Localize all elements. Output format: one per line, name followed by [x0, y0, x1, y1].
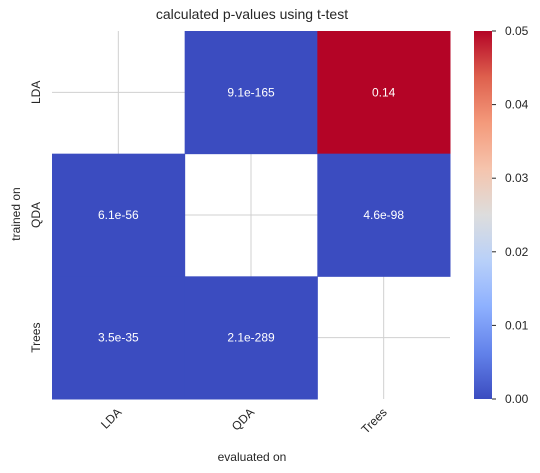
colorbar-tick-label: 0.01: [505, 318, 529, 332]
heatmap-cell: [184, 276, 318, 400]
x-tick-label: QDA: [229, 405, 257, 433]
colorbar-tick-label: 0.04: [505, 98, 529, 112]
x-axis-label: evaluated on: [218, 450, 287, 464]
colorbar-tick-label: 0.02: [505, 245, 529, 259]
heatmap-cell: [184, 31, 318, 155]
y-tick-label: Trees: [29, 323, 43, 353]
chart-title: calculated p-values using t-test: [156, 6, 348, 22]
y-axis-label: trained on: [9, 187, 23, 240]
y-tick-labels: LDA QDA Trees: [29, 81, 43, 353]
heatmap-cell: [52, 153, 186, 277]
cell-annotation: 4.6e-98: [363, 208, 404, 222]
colorbar: 0.00 0.01 0.02 0.03 0.04 0.05: [474, 24, 529, 406]
cell-annotation: 0.14: [372, 85, 396, 99]
cell-annotation: 3.5e-35: [98, 331, 139, 345]
x-tick-label: Trees: [359, 405, 390, 436]
colorbar-tick-label: 0.00: [505, 392, 529, 406]
colorbar-scale: [474, 31, 492, 399]
x-tick-labels: LDA QDA Trees: [98, 405, 390, 436]
colorbar-tick-label: 0.03: [505, 171, 529, 185]
cell-annotation: 6.1e-56: [98, 208, 139, 222]
heatmap-cell: [52, 276, 186, 400]
cell-annotation: 9.1e-165: [227, 85, 275, 99]
cell-annotation: 2.1e-289: [227, 331, 275, 345]
x-tick-label: LDA: [98, 405, 124, 431]
heatmap-cell: [317, 153, 451, 277]
y-tick-label: QDA: [29, 202, 43, 228]
cell-annotations: 9.1e-165 0.14 6.1e-56 4.6e-98 3.5e-35 2.1e-28…: [98, 85, 404, 344]
colorbar-tick-label: 0.05: [505, 24, 529, 38]
y-tick-label: LDA: [29, 81, 43, 104]
heatmap-cell: [317, 31, 451, 155]
heatmap-cells: [52, 31, 451, 400]
